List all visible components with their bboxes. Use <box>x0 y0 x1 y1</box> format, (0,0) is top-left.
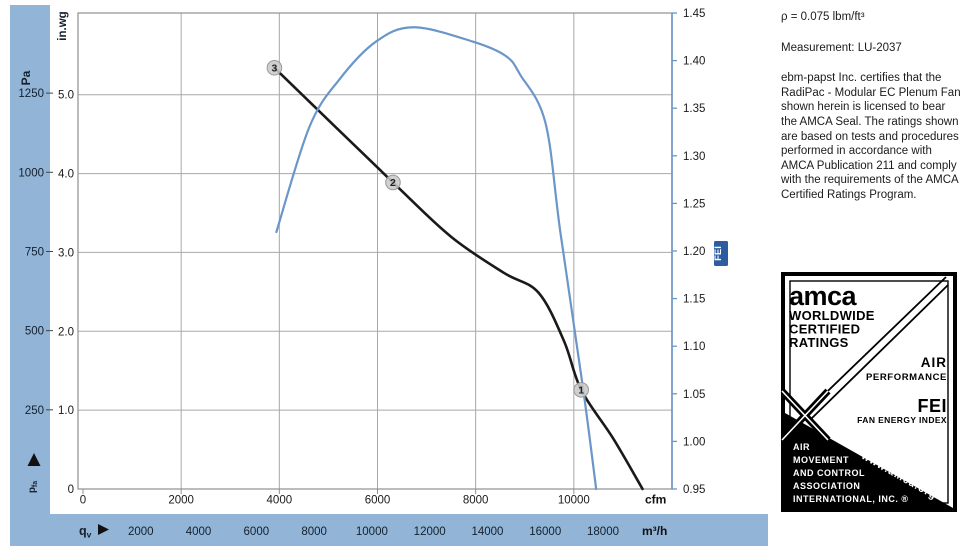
fei-tick-label: 1.05 <box>683 389 705 401</box>
seal-diagonal-line <box>804 276 947 414</box>
m3h-tick-label: 14000 <box>471 526 503 538</box>
pa-tick-label: 750 <box>25 246 44 258</box>
inwg-tick-label: 3.0 <box>58 247 74 259</box>
flow-arrow-icon <box>98 524 109 535</box>
seal-ratings-text: RATINGS <box>789 335 849 350</box>
fei-curve <box>275 26 598 491</box>
pa-unit-label: Pa <box>19 70 33 85</box>
qv-symbol-main: q <box>79 524 87 538</box>
side-panel: ρ = 0.075 lbm/ft³ Measurement: LU-2037 e… <box>781 10 963 203</box>
seal-org-line: INTERNATIONAL, INC. ® <box>793 494 908 504</box>
seal-x-line-2 <box>781 390 829 441</box>
flow-rate-symbol: qv <box>79 524 92 540</box>
fei-tick-label: 1.00 <box>683 436 705 448</box>
gridlines <box>78 13 672 489</box>
seal-air-text: AIR <box>921 355 947 370</box>
curve-point-label: 3 <box>272 63 278 75</box>
inwg-tick-label: 0 <box>68 484 74 496</box>
seal-org-line: MOVEMENT <box>793 455 849 465</box>
seal-org-line: AIR <box>793 442 810 452</box>
m3h-tick-label: 6000 <box>244 526 270 538</box>
fei-axis-tag <box>714 241 728 266</box>
seal-worldwide-text: WORLDWIDE <box>789 308 875 323</box>
qv-symbol-sub: v <box>87 530 92 540</box>
fei-tick-label: 1.40 <box>683 56 705 68</box>
seal-diagonal-line-2 <box>810 284 949 420</box>
curve-markers: 1 2 3 <box>266 59 589 398</box>
cfm-unit-label: cfm <box>645 493 666 507</box>
seal-org-line: ASSOCIATION <box>793 481 860 491</box>
pa-tick-label: 1250 <box>18 88 44 100</box>
amca-brand-text: amca <box>789 281 858 311</box>
inwg-unit-label: in.wg <box>57 11 69 40</box>
curve-point-marker <box>266 59 283 76</box>
inwg-tick-label: 2.0 <box>58 326 74 338</box>
cfm-tick-label: 8000 <box>463 495 489 507</box>
fei-tick-label: 1.25 <box>683 198 705 210</box>
seal-fan-energy-index-text: FAN ENERGY INDEX <box>857 415 947 425</box>
curve-point-label: 1 <box>578 385 584 397</box>
amca-seal: amca WORLDWIDE CERTIFIED RATINGS AIR PER… <box>781 272 957 512</box>
pa-tick-label: 500 <box>25 326 44 338</box>
pressure-axis-arrow-icon <box>27 453 41 466</box>
fei-tick-label: 0.95 <box>683 484 705 496</box>
certification-statement: ebm-papst Inc. certifies that the RadiPa… <box>781 72 961 201</box>
inwg-tick-label: 4.0 <box>58 169 74 181</box>
curve-point-marker <box>573 382 589 398</box>
flow-axis-band <box>10 514 768 546</box>
seal-certified-text: CERTIFIED <box>789 322 860 337</box>
measurement-note: Measurement: LU-2037 <box>781 41 902 54</box>
m3h-tick-label: 4000 <box>186 526 212 538</box>
inwg-tick-label: 1.0 <box>58 405 74 417</box>
pfa-symbol-main: p <box>27 487 38 493</box>
fei-tick-label: 1.15 <box>683 294 705 306</box>
air-density-note: ρ = 0.075 lbm/ft³ <box>781 11 865 23</box>
inwg-tick-label: 5.0 <box>58 90 74 102</box>
fei-tick-label: 1.30 <box>683 151 705 163</box>
cfm-tick-label: 0 <box>80 495 86 507</box>
curve-point-label: 2 <box>390 177 396 189</box>
m3h-tick-label: 8000 <box>301 526 327 538</box>
m3h-tick-label: 12000 <box>414 526 446 538</box>
seal-performance-text: PERFORMANCE <box>866 372 947 383</box>
pa-tick-label: 250 <box>25 405 44 417</box>
pa-tick-label: 1000 <box>18 167 44 179</box>
fei-tick-label: 1.45 <box>683 8 705 20</box>
cfm-tick-label: 2000 <box>168 495 194 507</box>
fei-axis-label: FEI <box>713 246 724 261</box>
seal-org-line: AND CONTROL <box>793 468 865 478</box>
fei-tick-label: 1.35 <box>683 103 705 115</box>
seal-fei-text: FEI <box>917 396 947 416</box>
fei-tick-label: 1.10 <box>683 341 705 353</box>
m3h-tick-label: 10000 <box>356 526 388 538</box>
curve-point-marker <box>385 174 401 191</box>
m3h-unit-label: m³/h <box>642 524 667 538</box>
pa-axis-band <box>10 5 50 514</box>
cfm-tick-label: 4000 <box>267 495 293 507</box>
static-pressure-symbol: pfa <box>27 481 39 493</box>
cfm-tick-label: 6000 <box>365 495 391 507</box>
m3h-tick-label: 16000 <box>529 526 561 538</box>
m3h-tick-label: 18000 <box>587 526 619 538</box>
cfm-tick-label: 10000 <box>558 495 590 507</box>
plot-area <box>78 13 672 489</box>
pfa-symbol-sub: fa <box>32 481 39 487</box>
fei-tick-label: 1.20 <box>683 246 705 258</box>
m3h-tick-label: 2000 <box>128 526 154 538</box>
